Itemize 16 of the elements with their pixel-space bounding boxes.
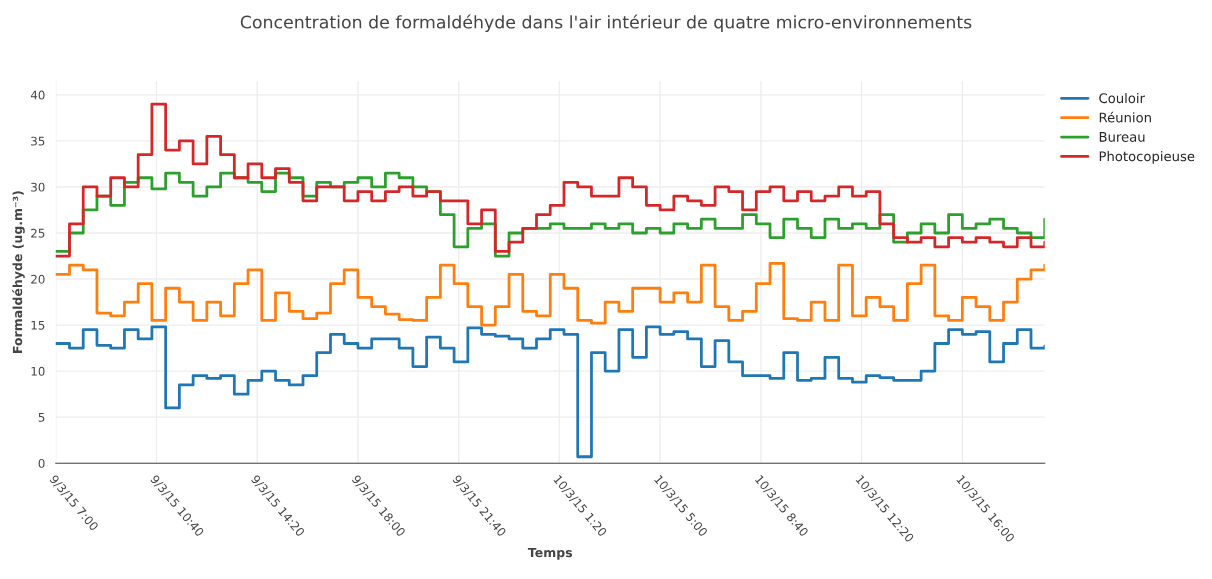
y-tick-label: 0 (38, 458, 45, 468)
chart-title: Concentration de formaldéhyde dans l'air intérieur de quatre micro-environnements (240, 14, 972, 32)
y-tick-label: 40 (30, 90, 45, 100)
y-tick-label: 10 (31, 366, 45, 376)
y-tick-label: 15 (31, 320, 45, 330)
y-tick-label: 5 (38, 413, 45, 422)
legend-label: Couloir (1099, 92, 1145, 104)
y-axis-title: Formaldéhyde (ug.m⁻³) (12, 191, 25, 353)
y-tick-label: 35 (31, 136, 45, 146)
legend-label: Photocopieuse (1099, 151, 1195, 164)
x-axis-title: Temps (527, 547, 573, 560)
y-tick-label: 20 (31, 274, 45, 284)
y-tick-label: 30 (31, 182, 45, 192)
legend-label: Réunion (1099, 111, 1151, 123)
y-tick-label: 25 (31, 228, 45, 238)
legend-label: Bureau (1099, 132, 1145, 142)
